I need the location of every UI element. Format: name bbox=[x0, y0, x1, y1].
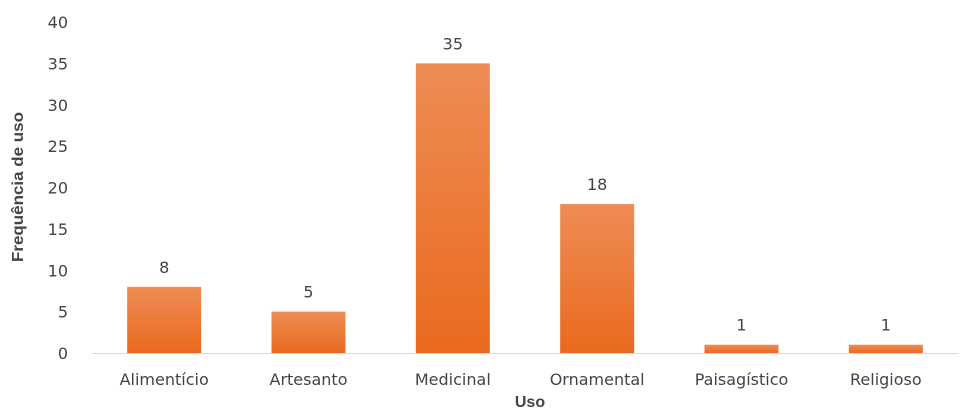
x-tick-label: Artesanto bbox=[270, 370, 348, 389]
bar-ornamental bbox=[560, 204, 635, 353]
bar-alimentício bbox=[127, 286, 202, 353]
y-tick-label: 25 bbox=[48, 137, 68, 156]
data-label: 1 bbox=[736, 316, 746, 335]
y-tick-label: 15 bbox=[48, 220, 68, 239]
bar-religioso bbox=[848, 344, 923, 353]
bar-artesanto bbox=[271, 311, 346, 353]
y-tick-label: 40 bbox=[48, 13, 68, 32]
bar-medicinal bbox=[415, 63, 490, 353]
y-tick-label: 10 bbox=[48, 261, 68, 280]
x-tick-label: Alimentício bbox=[120, 370, 209, 389]
data-label: 8 bbox=[159, 258, 169, 277]
bar-paisagístico bbox=[704, 344, 779, 353]
x-axis-ticks: Alimentício Artesanto Medicinal Ornamental P… bbox=[120, 370, 922, 389]
x-tick-label: Medicinal bbox=[415, 370, 491, 389]
data-label: 1 bbox=[881, 316, 891, 335]
y-tick-label: 30 bbox=[48, 96, 68, 115]
y-tick-label: 0 bbox=[58, 344, 68, 363]
data-label: 18 bbox=[587, 175, 607, 194]
x-axis-title: Uso bbox=[515, 394, 545, 411]
y-tick-label: 5 bbox=[58, 303, 68, 322]
y-axis-title: Frequência de uso bbox=[10, 112, 27, 262]
x-tick-label: Ornamental bbox=[550, 370, 645, 389]
bars bbox=[127, 63, 923, 353]
data-labels: 8 5 35 18 1 1 bbox=[159, 34, 891, 334]
data-label: 5 bbox=[303, 283, 313, 302]
x-tick-label: Paisagístico bbox=[695, 370, 789, 389]
y-axis-ticks: 0 5 10 15 20 25 30 35 40 bbox=[48, 13, 68, 363]
y-tick-label: 20 bbox=[48, 179, 68, 198]
x-tick-label: Religioso bbox=[850, 370, 922, 389]
data-label: 35 bbox=[443, 34, 463, 53]
y-tick-label: 35 bbox=[48, 54, 68, 73]
